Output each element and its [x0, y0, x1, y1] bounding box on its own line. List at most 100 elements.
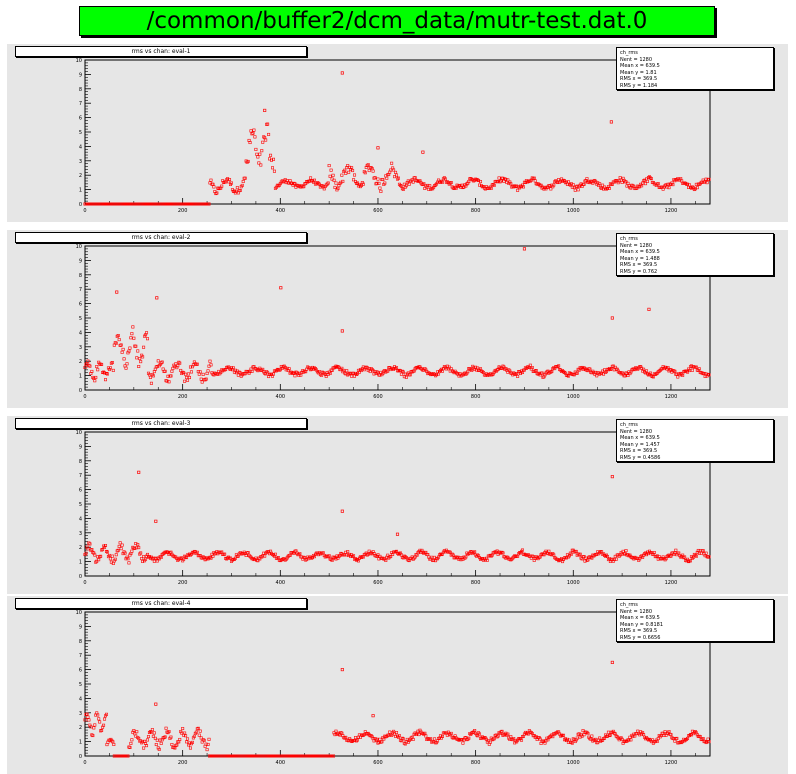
data-point: [178, 361, 182, 365]
y-tick-label: 3: [79, 159, 82, 165]
data-point: [467, 736, 471, 740]
data-point: [350, 374, 354, 378]
data-point: [600, 186, 604, 190]
data-point: [570, 741, 574, 745]
y-tick-label: 1: [79, 188, 82, 194]
data-point: [150, 728, 154, 732]
plot-pad-1[interactable]: 0 1 2 3 4 5 6 7 8 9 10 0 200 400 600 800 1000 1200 rms vs…: [7, 44, 788, 222]
data-point: [704, 551, 708, 555]
y-tick-label: 1: [79, 560, 82, 566]
data-point: [368, 370, 372, 374]
data-point: [144, 557, 148, 561]
data-point: [526, 732, 530, 736]
data-point: [377, 181, 381, 185]
data-point: [132, 336, 136, 340]
data-point: [589, 737, 593, 741]
data-point: [151, 734, 155, 738]
y-tick-label: 10: [76, 610, 82, 616]
data-point: [334, 557, 338, 561]
data-point: [377, 740, 381, 744]
data-point: [674, 548, 678, 552]
data-point: [195, 362, 199, 366]
data-point: [461, 741, 465, 745]
data-point: [261, 140, 265, 144]
data-point: [538, 737, 542, 741]
data-point: [127, 349, 131, 353]
data-point: [644, 182, 648, 186]
data-point: [474, 365, 478, 369]
stats-rms-y: RMS y = 1.184: [620, 82, 658, 89]
y-tick-label: 9: [79, 72, 82, 78]
data-point: [489, 186, 493, 190]
data-point: [621, 549, 625, 553]
data-point: [126, 557, 130, 561]
data-point: [669, 554, 673, 558]
outlier-point: [263, 108, 267, 112]
data-point: [99, 554, 103, 558]
data-point: [396, 176, 400, 180]
data-point: [574, 549, 578, 553]
data-point: [326, 181, 330, 185]
x-tick-label: 1200: [665, 580, 678, 586]
data-point: [104, 544, 108, 548]
data-point: [157, 747, 161, 751]
data-point: [167, 730, 171, 734]
data-point: [104, 378, 108, 382]
data-point: [110, 554, 114, 558]
data-point: [565, 737, 569, 741]
stats-rms-x: RMS x = 369.5: [620, 76, 658, 82]
data-point: [267, 132, 271, 136]
plot-pad-3[interactable]: 0 1 2 3 4 5 6 7 8 9 10 0 200 400 600 800 1000 1200 rms vs…: [7, 416, 788, 594]
plot-pad-2[interactable]: 0 1 2 3 4 5 6 7 8 9 10 0 200 400 600 800 1000 1200 rms vs…: [7, 230, 788, 408]
data-point: [258, 152, 262, 156]
data-point: [376, 553, 380, 557]
stats-rms-x: RMS x = 369.5: [620, 262, 658, 268]
data-point: [146, 735, 150, 739]
data-point: [166, 374, 170, 378]
y-tick-label: 5: [79, 316, 82, 322]
x-tick-label: 1000: [567, 394, 580, 400]
data-point: [260, 149, 264, 153]
data-point: [666, 182, 670, 186]
y-tick-label: 2: [79, 545, 82, 551]
data-markers: [83, 247, 711, 385]
data-point: [135, 356, 139, 360]
data-point: [266, 371, 270, 375]
data-point: [351, 169, 355, 173]
data-point: [605, 734, 609, 738]
data-point: [667, 186, 671, 190]
data-point: [386, 369, 390, 373]
data-point: [105, 372, 109, 376]
data-point: [642, 367, 646, 371]
data-point: [270, 166, 274, 170]
outlier-point: [154, 702, 158, 706]
data-point: [367, 169, 371, 173]
data-point: [371, 169, 375, 173]
data-point: [152, 559, 156, 563]
data-point: [257, 161, 261, 165]
x-tick-label: 0: [83, 394, 86, 400]
data-point: [449, 181, 453, 185]
data-point: [129, 336, 133, 340]
data-point: [139, 551, 143, 555]
data-point: [96, 555, 100, 559]
data-point: [594, 370, 598, 374]
data-point: [233, 556, 237, 560]
data-point: [129, 741, 133, 745]
data-point: [614, 557, 618, 561]
data-point: [676, 375, 680, 379]
data-point: [620, 180, 624, 184]
data-point: [302, 185, 306, 189]
data-point: [84, 551, 88, 555]
plot-pad-4[interactable]: 0 1 2 3 4 5 6 7 8 9 10 0 200 400 600 800 1000 1200 rms vs…: [7, 596, 788, 774]
data-point: [395, 366, 399, 370]
data-point: [209, 178, 213, 182]
data-point: [187, 372, 191, 376]
data-point: [645, 179, 649, 183]
data-point: [108, 366, 112, 370]
data-point: [401, 737, 405, 741]
outlier-point: [340, 668, 344, 672]
data-point: [627, 738, 631, 742]
data-point: [119, 343, 123, 347]
scatter-plot-1: 0 1 2 3 4 5 6 7 8 9 10 0 200 400 600 800 1000 1200: [76, 58, 711, 214]
